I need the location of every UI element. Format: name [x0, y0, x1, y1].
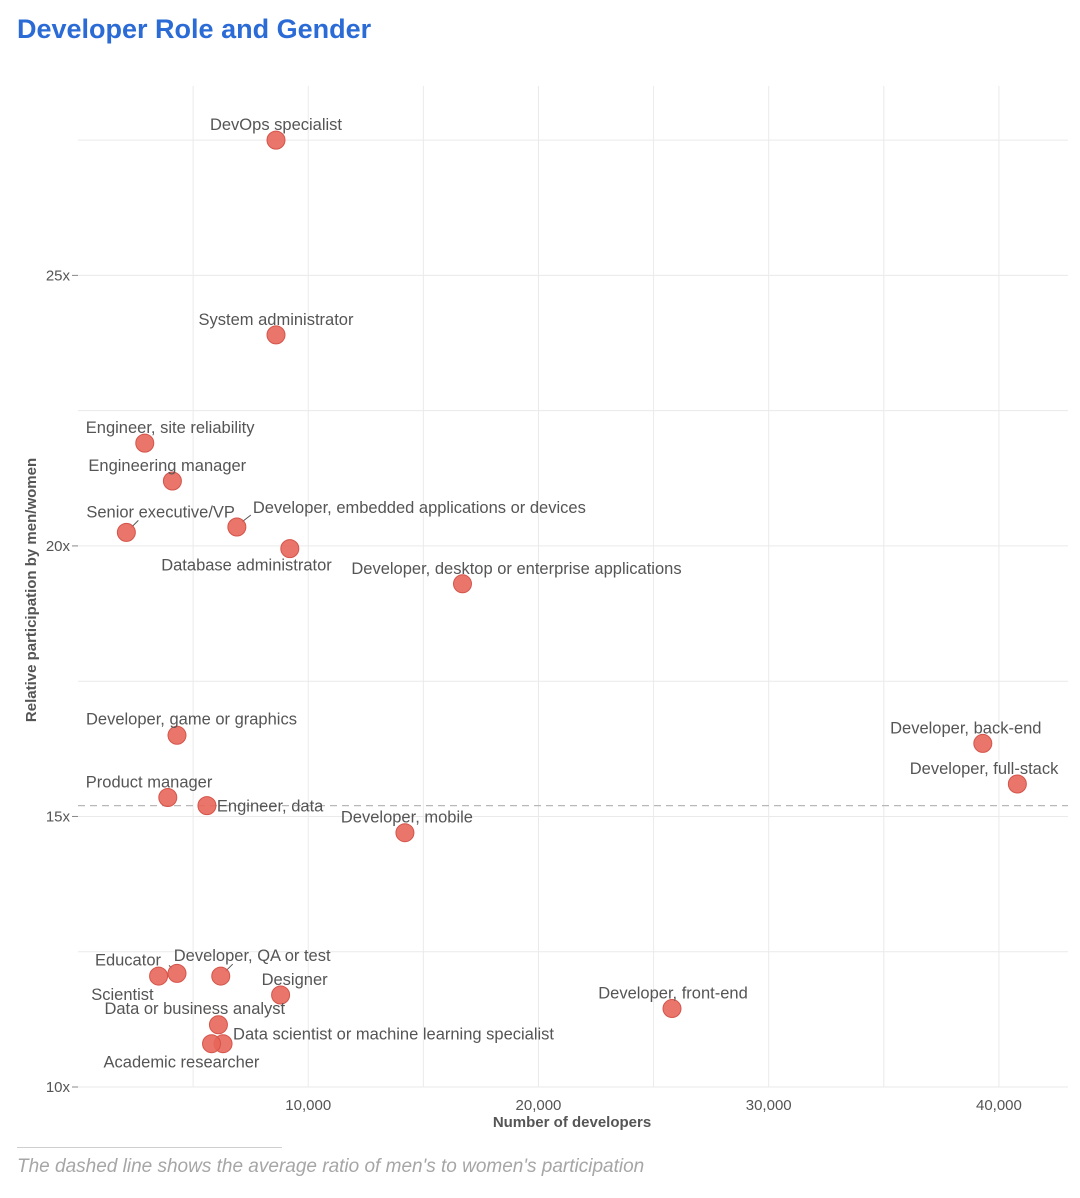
data-point[interactable]: [149, 966, 169, 986]
x-tick-label: 30,000: [746, 1097, 792, 1114]
data-point[interactable]: [395, 823, 415, 843]
data-label: Developer, game or graphics: [86, 710, 297, 728]
data-label: Educator: [95, 951, 162, 969]
y-axis-title: Relative participation by men/women: [23, 458, 40, 722]
data-label: Database administrator: [161, 557, 332, 575]
y-tick-label: 15x: [46, 808, 71, 825]
data-label: DevOps specialist: [210, 116, 342, 134]
data-point[interactable]: [202, 1034, 222, 1054]
data-label: Academic researcher: [104, 1054, 260, 1072]
data-point[interactable]: [266, 325, 286, 345]
data-point[interactable]: [280, 539, 300, 559]
data-label: Data or business analyst: [104, 1000, 285, 1018]
data-label: Developer, QA or test: [174, 947, 331, 965]
data-point[interactable]: [452, 574, 472, 594]
data-point[interactable]: [167, 963, 187, 983]
data-point[interactable]: [158, 788, 178, 808]
data-label: Developer, front-end: [598, 985, 748, 1003]
data-label: Data scientist or machine learning speci…: [233, 1026, 554, 1044]
footnote: The dashed line shows the average ratio …: [17, 1156, 645, 1177]
label-leader-lines: [130, 514, 252, 972]
data-label: Designer: [262, 971, 329, 989]
data-point[interactable]: [227, 517, 247, 537]
x-tick-label: 20,000: [516, 1097, 562, 1114]
data-label: Senior executive/VP: [86, 503, 235, 521]
data-label: Engineer, data: [217, 798, 324, 816]
data-label: Developer, desktop or enterprise applica…: [351, 560, 681, 578]
data-label: Developer, back-end: [890, 719, 1041, 737]
data-point[interactable]: [973, 733, 993, 753]
data-point[interactable]: [1007, 774, 1027, 794]
data-label: Developer, embedded applications or devi…: [253, 499, 586, 517]
data-point[interactable]: [271, 985, 291, 1005]
data-point[interactable]: [197, 796, 217, 816]
x-axis: 10,000 20,000 30,000 40,000: [285, 1097, 1022, 1114]
y-tick-label: 25x: [46, 267, 71, 284]
y-tick-label: 20x: [46, 538, 71, 555]
data-point[interactable]: [211, 966, 231, 986]
data-point[interactable]: [116, 522, 136, 542]
x-tick-label: 10,000: [285, 1097, 331, 1114]
data-points: [116, 130, 1027, 1054]
x-tick-label: 40,000: [976, 1097, 1022, 1114]
data-labels: DevOps specialist System administrator Eng…: [86, 116, 1059, 1072]
data-point[interactable]: [266, 130, 286, 150]
scatter-chart: 10,000 20,000 30,000 40,000 10x 15x 20x 25x De…: [23, 86, 1068, 1131]
footnote-divider: [17, 1147, 282, 1148]
data-label: Scientist: [91, 986, 154, 1004]
data-point[interactable]: [162, 471, 182, 491]
data-label: Developer, full-stack: [910, 760, 1059, 778]
grid-lines: [78, 86, 1068, 1088]
y-axis: 10x 15x 20x 25x: [46, 267, 78, 1096]
data-label: Engineer, site reliability: [86, 419, 256, 437]
x-axis-title: Number of developers: [493, 1114, 651, 1131]
data-label: Product manager: [86, 774, 213, 792]
data-point[interactable]: [662, 999, 682, 1019]
data-point[interactable]: [135, 433, 155, 453]
y-tick-label: 10x: [46, 1079, 71, 1096]
chart-title: Developer Role and Gender: [17, 14, 372, 44]
data-label: Engineering manager: [88, 457, 246, 475]
data-label: Developer, mobile: [341, 809, 473, 827]
data-point[interactable]: [167, 725, 187, 745]
data-label: System administrator: [199, 311, 354, 329]
data-point[interactable]: [208, 1015, 228, 1035]
